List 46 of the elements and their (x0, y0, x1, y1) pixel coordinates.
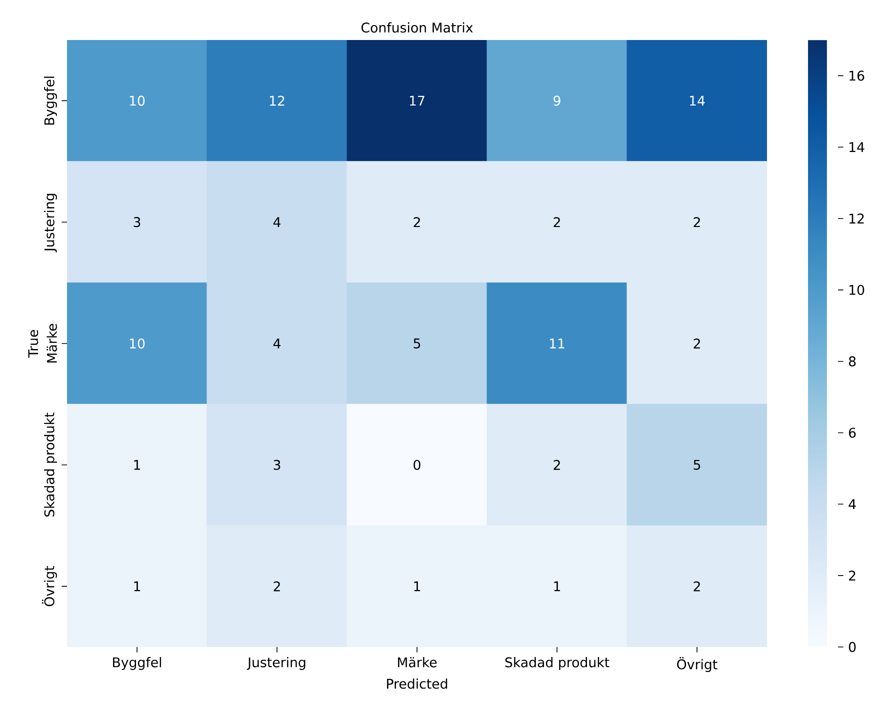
data-label: 1 (554, 581, 560, 592)
color-bar-label: 6 (848, 428, 856, 438)
data-label: 2 (554, 460, 560, 470)
data-label: 2 (554, 217, 560, 228)
data-label: 1 (414, 581, 420, 592)
color-bar-label: 12 (850, 214, 864, 224)
data-label: 4 (273, 217, 280, 227)
y-tick-label: Byggfel (44, 76, 57, 125)
data-label: 2 (694, 338, 700, 348)
y-tick-label: Justering (44, 194, 57, 252)
x-tick-label: Byggfel (113, 657, 162, 670)
x-axis-title: Predicted (387, 678, 448, 689)
color-bar-label: 2 (849, 570, 856, 581)
color-bar-label: 8 (848, 356, 856, 366)
data-label: 17 (410, 96, 424, 106)
data-label: 1 (134, 460, 140, 470)
data-label: 10 (130, 338, 145, 349)
data-label: 0 (414, 460, 420, 470)
data-label: 2 (694, 217, 700, 228)
color-bar-label: 4 (848, 499, 856, 510)
data-label: 4 (273, 338, 280, 348)
data-label: 2 (694, 581, 700, 592)
data-label: 2 (414, 217, 420, 228)
data-label: 5 (414, 338, 420, 348)
x-tick-label: Skadad produkt (505, 657, 610, 670)
color-bar-label: 10 (850, 284, 864, 295)
data-label: 14 (690, 96, 705, 106)
y-tick-label: Märke (46, 324, 57, 362)
color-bar-label: 14 (850, 142, 864, 152)
data-label: 3 (134, 217, 140, 228)
color-bar-label: 0 (848, 642, 856, 652)
color-bar-label: 16 (850, 70, 864, 81)
data-label: 1 (134, 581, 140, 592)
data-label: 2 (274, 581, 280, 592)
data-label: 10 (130, 96, 145, 106)
data-label: 12 (270, 96, 284, 106)
y-tick-label: Skadad produkt (44, 412, 57, 517)
data-label: 3 (274, 460, 280, 470)
data-label: 9 (554, 96, 560, 106)
x-tick-label: Justering (246, 657, 306, 670)
y-axis-title: True (28, 330, 38, 358)
data-label: 11 (550, 338, 564, 348)
x-tick-label: Övrigt (677, 657, 718, 672)
x-tick-label: Märke (398, 657, 437, 668)
y-tick-label: Övrigt (42, 566, 57, 606)
chart-title: Confusion Matrix (361, 22, 473, 33)
